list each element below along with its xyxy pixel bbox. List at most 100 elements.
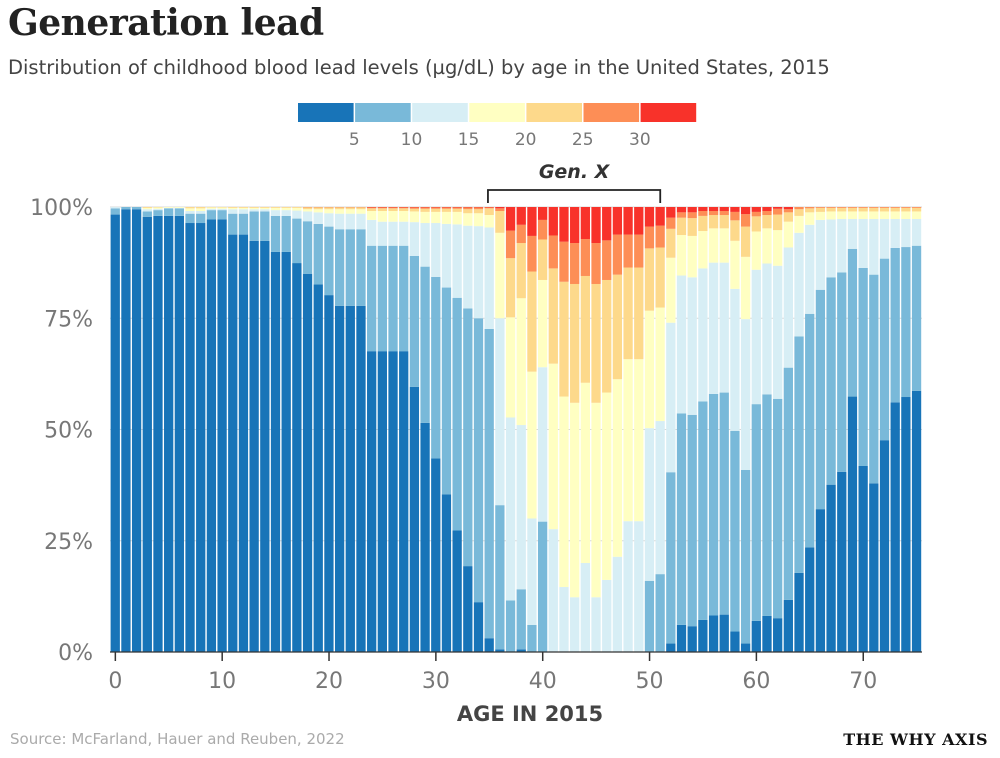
- bar-segment: [249, 207, 259, 210]
- bar-segment: [623, 267, 633, 360]
- bar-segment: [473, 226, 484, 319]
- y-tick-label: 25%: [44, 530, 93, 555]
- bar-age-63: [783, 207, 793, 652]
- bar-segment: [879, 440, 890, 652]
- bar-segment: [164, 207, 174, 208]
- bar-segment: [847, 219, 858, 249]
- bar-segment: [324, 207, 334, 210]
- bar-segment: [740, 319, 751, 470]
- bar-segment: [815, 219, 826, 290]
- bar-segment: [890, 211, 900, 220]
- bar-age-17: [292, 207, 302, 652]
- bar-segment: [270, 215, 281, 252]
- source-note: Source: McFarland, Hauer and Reuben, 202…: [10, 730, 345, 748]
- bar-segment: [634, 234, 644, 268]
- bar-segment: [292, 263, 302, 652]
- bar-segment: [655, 207, 665, 226]
- bar-segment: [623, 521, 633, 652]
- chart-title: Generation lead: [8, 2, 324, 44]
- bar-segment: [206, 207, 217, 209]
- bar-segment: [367, 207, 377, 209]
- bar-segment: [773, 618, 783, 652]
- bar-segment: [730, 631, 740, 652]
- bar-age-35: [484, 207, 494, 652]
- bar-age-44: [580, 207, 590, 652]
- legend-label: 10: [401, 130, 423, 150]
- bar-segment: [228, 209, 238, 214]
- bar-segment: [505, 600, 516, 652]
- bar-age-1: [121, 207, 131, 652]
- bar-segment: [196, 208, 206, 212]
- bar-segment: [217, 219, 227, 652]
- bar-segment: [185, 223, 195, 652]
- bar-segment: [687, 277, 697, 415]
- bar-segment: [270, 251, 281, 652]
- bar-segment: [794, 215, 804, 233]
- bar-segment: [826, 211, 836, 220]
- bar-segment: [687, 212, 697, 219]
- bar-segment: [281, 215, 291, 252]
- bar-age-25: [377, 207, 387, 652]
- bar-segment: [153, 207, 163, 209]
- bar-segment: [676, 235, 687, 276]
- bar-age-9: [206, 207, 217, 652]
- bar-segment: [452, 297, 462, 531]
- bar-segment: [858, 207, 868, 212]
- bar-segment: [441, 211, 452, 224]
- bar-segment: [377, 351, 387, 652]
- bar-segment: [302, 273, 313, 652]
- x-tick-label: 30: [422, 669, 450, 694]
- bar-segment: [570, 243, 580, 284]
- bar-age-69: [847, 207, 858, 652]
- bar-segment: [196, 211, 206, 214]
- bar-segment: [708, 215, 719, 229]
- bar-segment: [452, 224, 462, 298]
- bar-age-34: [473, 207, 484, 652]
- bar-segment: [666, 257, 676, 323]
- bar-segment: [217, 208, 227, 211]
- bar-segment: [473, 207, 484, 210]
- bar-segment: [313, 209, 323, 213]
- bar-segment: [313, 223, 323, 285]
- bar-segment: [719, 262, 729, 393]
- bar-segment: [837, 207, 847, 208]
- bar-segment: [730, 211, 740, 221]
- bar-segment: [783, 247, 793, 368]
- bar-segment: [666, 217, 676, 229]
- bar-segment: [196, 207, 206, 209]
- bar-segment: [708, 211, 719, 216]
- bar-segment: [580, 207, 590, 240]
- bar-segment: [762, 228, 772, 264]
- bar-segment: [206, 208, 217, 211]
- bar-segment: [847, 207, 858, 212]
- bar-age-32: [452, 207, 462, 652]
- bar-segment: [463, 213, 473, 226]
- bar-segment: [612, 274, 623, 380]
- bar-segment: [687, 626, 697, 652]
- bar-segment: [185, 213, 195, 224]
- bar-segment: [142, 216, 152, 653]
- bar-segment: [367, 219, 377, 246]
- bar-segment: [548, 363, 558, 530]
- bar-segment: [687, 207, 697, 213]
- bar-segment: [911, 390, 922, 652]
- bar-segment: [719, 614, 729, 652]
- bar-segment: [142, 209, 152, 212]
- bar-segment: [356, 209, 366, 214]
- bar-segment: [901, 211, 911, 220]
- bar-segment: [495, 208, 505, 212]
- bar-segment: [676, 212, 687, 218]
- bar-segment: [570, 207, 580, 244]
- bar-segment: [826, 277, 836, 485]
- bar-age-5: [164, 207, 174, 652]
- bar-segment: [196, 223, 206, 652]
- bar-segment: [527, 624, 537, 652]
- bar-segment: [911, 211, 922, 220]
- bar-segment: [345, 229, 355, 306]
- bar-segment: [773, 214, 783, 231]
- bar-age-42: [559, 207, 569, 652]
- bar-segment: [409, 207, 420, 209]
- bar-age-12: [238, 207, 249, 652]
- bar-segment: [431, 208, 441, 212]
